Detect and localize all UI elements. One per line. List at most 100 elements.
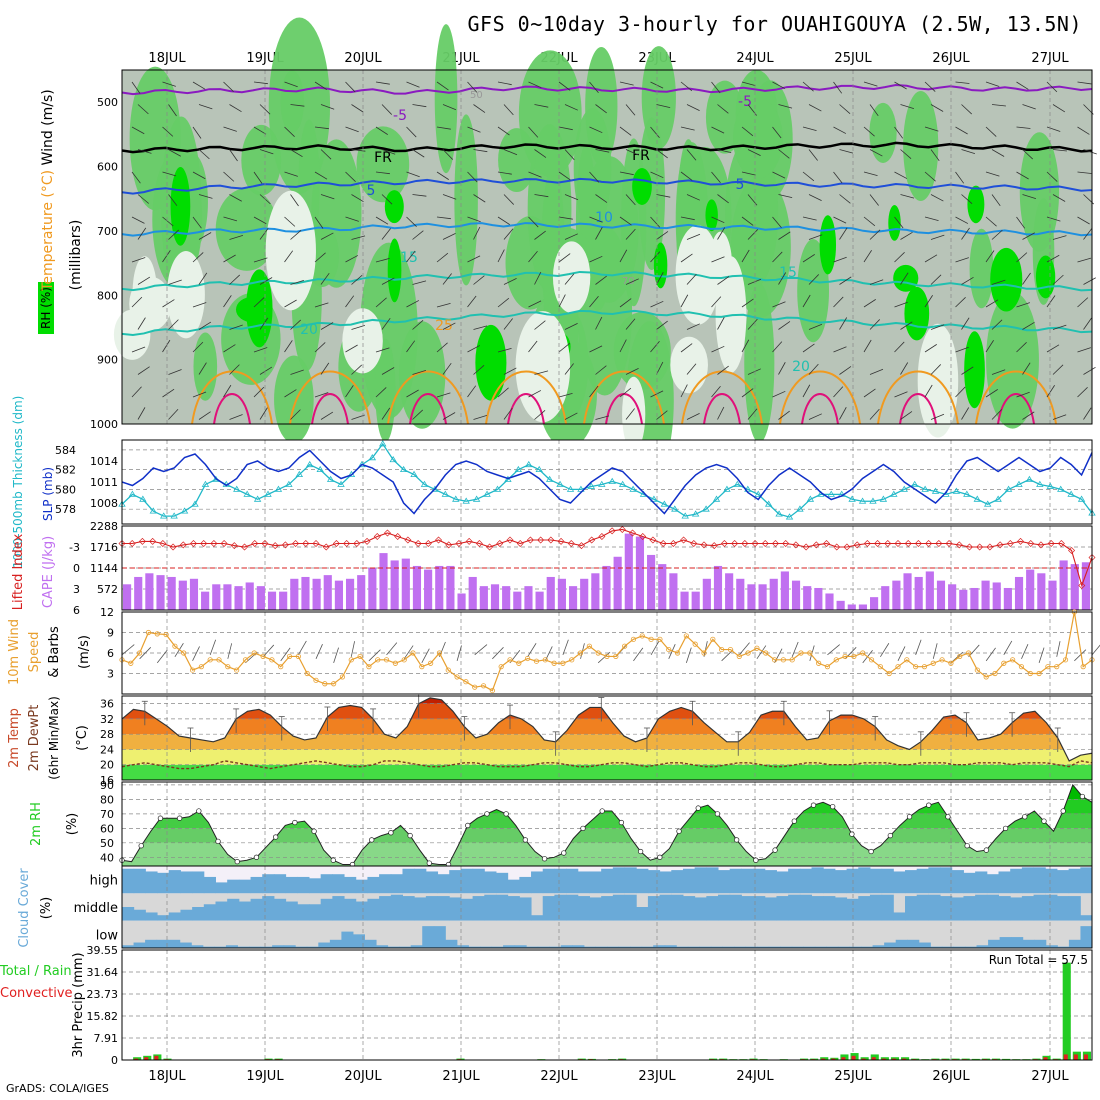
y-tick-label: 7.91 [94, 1032, 119, 1045]
rh-point [1022, 814, 1028, 820]
cape-bar [357, 575, 366, 610]
wind-barb [869, 279, 884, 285]
wind-barb [924, 81, 936, 92]
rh-point [906, 814, 913, 820]
cape-bar [959, 589, 968, 610]
rh-point [407, 832, 413, 839]
wind-ticks: 3 6 9 12 [100, 606, 114, 681]
rh-blob [797, 239, 830, 343]
wind-barb [253, 257, 268, 263]
wind-barb [223, 344, 236, 353]
rh-point [734, 837, 740, 843]
cloud-bar [1045, 894, 1058, 921]
wind-barb [192, 391, 207, 398]
wind-barb [703, 641, 708, 657]
wind-barb [930, 234, 945, 240]
wind-barb [1052, 324, 1067, 330]
wind-barb [833, 81, 843, 94]
wind-barb [1083, 366, 1096, 375]
thickness-point [410, 470, 418, 477]
wind-barb [558, 253, 571, 263]
wind-barb [991, 104, 1006, 107]
cloud-bar [260, 946, 273, 948]
wind-barb [473, 194, 486, 203]
wind-point [375, 657, 381, 663]
wind-barb [827, 644, 840, 656]
precip-ticks: 0 7.91 15.82 23.73 31.64 39.55 [87, 944, 119, 1067]
cloud-bar [577, 871, 590, 894]
wind-barb [808, 234, 823, 240]
cape-bar [223, 584, 232, 610]
wind-point [683, 633, 689, 639]
wind-barb [711, 81, 721, 94]
thickness-point [827, 490, 835, 497]
wind-barb [137, 366, 150, 375]
rh-blob-moist [246, 269, 273, 348]
date-label: 26JUL [932, 1069, 970, 1084]
li-point [945, 540, 953, 547]
wind-point [965, 650, 972, 656]
wind-barb [375, 347, 390, 353]
rh-point [292, 819, 298, 826]
wind-barb [808, 194, 822, 201]
cloud-bar [519, 897, 532, 921]
wind-barb [1083, 277, 1096, 285]
wind-barb [924, 216, 939, 222]
wind-label-1: 10m Wind [7, 619, 22, 685]
wind-barb [839, 366, 852, 375]
wind-barb [223, 216, 238, 222]
li-point [1078, 582, 1086, 589]
rh-band [122, 799, 1092, 814]
wind-barb [991, 319, 1003, 330]
wind-barb [558, 216, 573, 220]
cape-bar [702, 578, 711, 610]
wind-barb [778, 231, 791, 240]
wind-barb [1052, 274, 1064, 285]
wind-barb [961, 227, 970, 240]
wind-barb [650, 126, 660, 138]
wind-point [533, 658, 540, 664]
wind-barb [619, 387, 632, 398]
wind-barb [137, 149, 152, 154]
thickness-point [1025, 475, 1034, 482]
wind-barb [1077, 171, 1092, 174]
cloud-bar [905, 896, 918, 921]
cape-bar [368, 567, 377, 610]
wind-barb [650, 341, 660, 353]
cloud-bar [1033, 867, 1046, 894]
wind-barb [290, 149, 303, 158]
cape-bar [212, 584, 221, 610]
cape-bar [903, 573, 912, 610]
wind-barb [534, 230, 546, 240]
wind-barb [650, 171, 664, 179]
wind-point [1054, 664, 1060, 670]
temperature-contour-hot [801, 393, 839, 425]
wind-barb [564, 194, 579, 201]
cloud-bar [460, 898, 474, 921]
wind-point [410, 650, 416, 656]
wind-barb [625, 408, 635, 420]
date-label: 21JUL [442, 1069, 480, 1084]
thickness-point [556, 480, 564, 487]
cape-bar [390, 560, 399, 610]
cloud-bar [133, 909, 146, 921]
rh-point [138, 843, 144, 849]
cloud-bar [872, 945, 885, 948]
thickness-point [514, 465, 523, 473]
wind-barb [930, 324, 945, 330]
thickness-point [775, 510, 783, 517]
wind-barb [192, 81, 206, 90]
wind-barb [192, 171, 206, 180]
thickness-point [233, 485, 241, 492]
wind-barb [406, 81, 420, 88]
wind-barb [137, 317, 146, 330]
temp-band [122, 697, 1092, 704]
cloud-bar [811, 867, 824, 894]
wind-barb [808, 363, 819, 375]
wind-barb [686, 194, 700, 201]
li-point [577, 542, 585, 550]
thickness-point [379, 440, 387, 447]
li-markers [118, 526, 1096, 589]
wind-barb [955, 81, 970, 84]
li-point [138, 537, 146, 545]
